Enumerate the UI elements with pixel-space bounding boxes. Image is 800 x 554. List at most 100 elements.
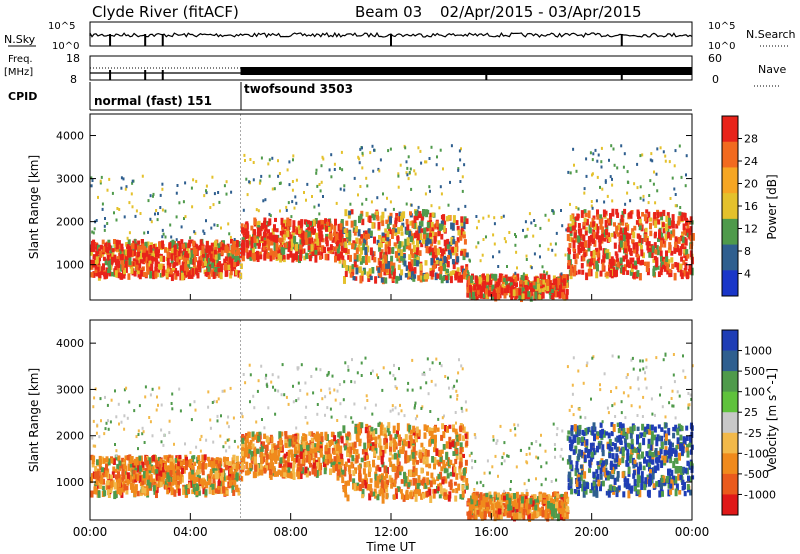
range-cell (236, 487, 240, 492)
range-cell-sparse (184, 215, 187, 219)
range-cell (267, 221, 271, 226)
range-cell (552, 275, 556, 282)
range-cell (133, 270, 137, 277)
range-cell-sparse (636, 186, 639, 190)
range-cell (609, 213, 612, 220)
range-cell (135, 255, 139, 260)
range-cell (404, 476, 408, 484)
range-cell (426, 471, 430, 476)
range-cell (258, 251, 262, 258)
range-cell-sparse (279, 209, 281, 213)
range-cell (631, 257, 635, 263)
range-cell (683, 249, 687, 254)
range-cell (288, 438, 292, 447)
range-cell (155, 459, 159, 468)
range-cell (272, 452, 276, 461)
range-cell (101, 239, 105, 245)
range-cell (404, 434, 408, 441)
range-cell (225, 459, 229, 465)
range-cell (286, 457, 290, 462)
range-cell-sparse (189, 236, 192, 240)
range-cell (191, 270, 195, 277)
range-cell (675, 223, 679, 229)
range-cell (635, 242, 639, 247)
range-cell (268, 233, 272, 242)
range-cell-sparse (268, 174, 271, 178)
range-cell (389, 440, 393, 447)
range-cell (287, 449, 291, 458)
range-cell-sparse (338, 383, 341, 386)
range-cell (418, 451, 422, 460)
range-cell-sparse (116, 207, 119, 210)
range-cell (606, 218, 610, 224)
nsearch-label: N.Search (746, 28, 796, 41)
range-cell-sparse (399, 163, 402, 167)
range-cell (398, 241, 402, 248)
range-cell (119, 487, 123, 496)
range-cell (565, 278, 569, 286)
range-cell (237, 490, 241, 496)
range-cell (370, 426, 374, 432)
range-cell (255, 464, 259, 472)
range-cell (578, 241, 582, 247)
range-cell (628, 212, 632, 218)
range-cell-sparse (567, 170, 570, 174)
range-cell (408, 263, 412, 272)
range-cell-sparse (161, 182, 164, 186)
range-cell (96, 459, 99, 466)
range-cell-sparse (249, 373, 252, 377)
range-cell (446, 426, 449, 433)
range-cell (205, 245, 209, 254)
range-cell (567, 252, 571, 261)
range-cell (313, 434, 317, 440)
range-cell (283, 453, 287, 459)
range-cell (631, 263, 635, 269)
range-cell-sparse (110, 398, 113, 402)
range-cell (262, 456, 266, 463)
range-cell-sparse (126, 416, 129, 420)
range-cell (561, 292, 565, 299)
range-cell (664, 233, 668, 240)
range-cell (398, 211, 402, 217)
range-cell (407, 440, 411, 449)
range-cell (679, 246, 683, 255)
range-cell (467, 290, 471, 298)
range-cell (436, 427, 440, 432)
range-cell (188, 482, 192, 489)
range-cell (598, 218, 602, 224)
range-cell (215, 460, 219, 465)
range-cell-sparse (92, 405, 95, 409)
range-cell (657, 219, 661, 225)
range-cell-sparse (468, 258, 471, 262)
range-cell (174, 259, 178, 266)
range-cell (310, 437, 314, 442)
range-cell (197, 260, 201, 268)
range-cell (377, 422, 381, 427)
range-cell (645, 209, 649, 214)
range-cell (456, 256, 460, 263)
range-cell (503, 288, 507, 296)
range-cell (177, 488, 181, 496)
range-cell (689, 235, 693, 242)
range-cell (340, 241, 344, 246)
range-cell (595, 232, 599, 240)
range-cell (320, 436, 324, 443)
range-cell (212, 461, 216, 467)
range-cell (161, 467, 165, 475)
range-cell-sparse (290, 215, 293, 219)
range-cell-sparse (525, 258, 528, 261)
range-cell (536, 277, 540, 284)
range-cell (462, 467, 466, 476)
range-cell (368, 215, 372, 223)
range-cell (180, 272, 184, 281)
range-cell-sparse (260, 156, 263, 160)
range-cell (344, 492, 348, 498)
range-cell (270, 235, 274, 241)
range-cell (389, 461, 393, 468)
range-cell (344, 480, 348, 487)
range-cell (380, 488, 383, 494)
range-cell (433, 442, 437, 451)
range-cell (312, 457, 316, 464)
range-cell (622, 255, 626, 262)
